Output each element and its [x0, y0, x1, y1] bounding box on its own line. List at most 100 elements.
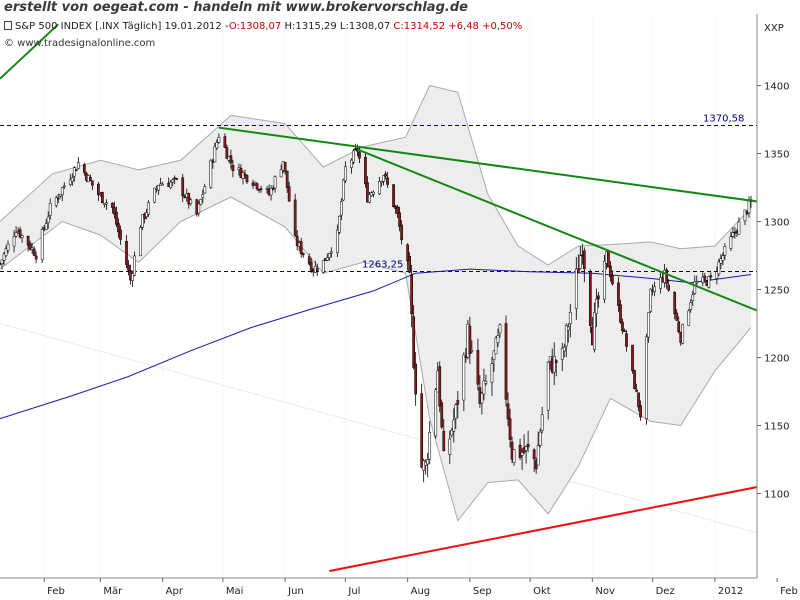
candle-body — [245, 175, 249, 183]
candle-body — [476, 350, 480, 385]
currency-label: XXP — [764, 23, 784, 34]
candle-body — [225, 147, 229, 159]
candle-body — [494, 337, 498, 355]
x-tick-label: Mär — [103, 586, 123, 597]
candle-body — [717, 261, 721, 275]
bollinger-upper-line — [0, 84, 752, 266]
candle-body — [72, 167, 76, 177]
candle-body — [438, 366, 442, 407]
checkbox-icon — [4, 21, 12, 30]
candle-body — [325, 257, 329, 261]
candle-body — [593, 312, 596, 350]
candle-body — [490, 363, 494, 383]
candle-body — [26, 235, 30, 246]
candle-body — [285, 170, 289, 188]
candle-body — [715, 271, 719, 279]
candle-body — [747, 200, 751, 214]
candle-body — [595, 298, 598, 315]
candle-body — [380, 181, 383, 184]
candle-body — [329, 251, 333, 254]
candle-body — [560, 348, 564, 360]
quote-line: S&P 500 INDEX [.INX Täglich] 19.01.2012 … — [4, 21, 522, 32]
candle-body — [259, 188, 263, 190]
candle-body — [352, 150, 355, 163]
candle-body — [384, 173, 387, 177]
candle-body — [564, 325, 568, 347]
candle-body — [153, 187, 156, 203]
candle-body — [350, 159, 353, 168]
candle-body — [372, 191, 375, 195]
candle-body — [743, 209, 747, 222]
candle-body — [368, 194, 371, 203]
candle-body — [540, 414, 544, 431]
candle-body — [408, 256, 411, 273]
candle-body — [532, 449, 536, 460]
candle-body — [398, 212, 401, 227]
candle-body — [562, 346, 566, 352]
candle-body — [82, 164, 86, 173]
candle-body — [12, 235, 16, 247]
candle-body — [32, 248, 36, 256]
candle-body — [335, 229, 339, 253]
candle-body — [719, 258, 723, 264]
candle-body — [566, 326, 570, 331]
candle-body — [645, 336, 648, 420]
source-credit: © www.tradesignalonline.com — [4, 38, 156, 49]
candle-body — [729, 236, 733, 249]
candle-body — [520, 452, 524, 456]
x-tick-label: Nov — [595, 586, 615, 597]
candle-body — [197, 203, 201, 214]
candle-body — [34, 255, 38, 260]
x-tick-label: Mai — [226, 586, 244, 597]
candle-body — [695, 281, 699, 284]
candle-body — [0, 259, 4, 264]
candle-body — [659, 277, 662, 289]
candle-body — [492, 350, 496, 360]
candle-body — [607, 250, 610, 268]
candle-body — [637, 392, 640, 408]
candle-body — [452, 419, 456, 432]
x-tick-label: Apr — [166, 586, 184, 597]
candle-body — [56, 197, 60, 200]
y-tick-label: 1100 — [764, 490, 789, 501]
candle-body — [400, 224, 403, 241]
candle-body — [14, 232, 18, 237]
candle-body — [203, 186, 207, 194]
candle-body — [392, 184, 395, 208]
candle-body — [97, 183, 100, 196]
candle-body — [512, 449, 516, 463]
candle-body — [40, 229, 44, 261]
quote-instrument: S&P 500 INDEX [.INX Täglich] 19.01.2012 … — [15, 21, 229, 32]
candle-body — [731, 232, 735, 237]
x-tick-label: Okt — [533, 586, 551, 597]
candle-body — [448, 438, 452, 455]
candle-body — [101, 191, 104, 204]
candle-body — [147, 202, 150, 215]
candle-body — [145, 212, 148, 218]
y-tick-label: 1400 — [764, 82, 789, 93]
candle-body — [689, 302, 693, 310]
candle-body — [639, 405, 642, 418]
quote-open: O:1308,07 — [228, 21, 282, 32]
candle-body — [442, 430, 446, 451]
candle-body — [518, 444, 522, 458]
y-tick-label: 1250 — [764, 286, 789, 297]
candle-body — [691, 294, 695, 301]
candle-body — [378, 181, 381, 195]
candle-body — [231, 165, 235, 171]
candle-body — [271, 187, 275, 190]
candle-body — [358, 151, 361, 159]
y-tick-label: 1150 — [764, 422, 789, 433]
candle-body — [157, 185, 160, 191]
candle-body — [647, 312, 650, 338]
quote-close-change: C:1314,52 +6,48 +0,50% — [393, 21, 523, 32]
plot-area: 1370,58 1263,25 — [0, 14, 757, 578]
candle-body — [364, 156, 367, 185]
candle-body — [189, 199, 193, 204]
candle-body — [506, 403, 510, 420]
candle-body — [187, 193, 191, 205]
candle-body — [723, 246, 727, 256]
moving-average-line — [0, 268, 752, 420]
